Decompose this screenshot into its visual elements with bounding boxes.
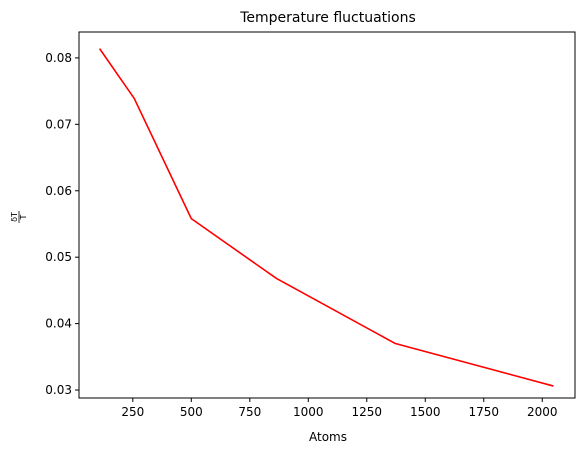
x-tick-label: 2000 <box>527 405 558 419</box>
x-tick-label: 1750 <box>468 405 499 419</box>
y-tick-label: 0.06 <box>45 184 72 198</box>
y-axis-label-denominator: T <box>19 214 28 220</box>
x-tick-label: 1250 <box>352 405 383 419</box>
y-tick-label: 0.05 <box>45 250 72 264</box>
x-tick-label: 250 <box>121 405 144 419</box>
y-axis-label-numerator: δT <box>10 212 19 222</box>
plot-area <box>98 48 554 387</box>
axes-frame <box>78 31 576 399</box>
y-tick-label: 0.08 <box>45 51 72 65</box>
x-tick-label: 500 <box>180 405 203 419</box>
y-tick-label: 0.07 <box>45 117 72 131</box>
x-axis-ticks: 250 500 750 1000 1250 1500 1750 2000 <box>121 398 558 419</box>
x-tick-label: 1000 <box>293 405 324 419</box>
x-tick-label: 1500 <box>410 405 441 419</box>
y-tick-label: 0.04 <box>45 317 72 331</box>
y-axis-label: δT T <box>10 211 28 223</box>
y-axis-ticks: 0.03 0.04 0.05 0.06 0.07 0.08 <box>45 51 79 397</box>
series-line-0 <box>98 48 554 387</box>
chart-title: Temperature fluctuations <box>239 10 416 26</box>
y-tick-label: 0.03 <box>45 383 72 397</box>
x-axis-label: Atoms <box>309 430 347 444</box>
x-tick-label: 750 <box>238 405 261 419</box>
